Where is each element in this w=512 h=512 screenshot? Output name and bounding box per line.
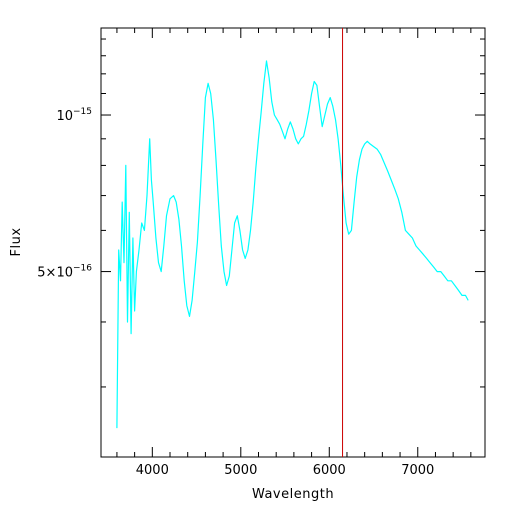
x-tick-label: 5000: [224, 463, 257, 478]
tick-labels: 4000 5000 6000 7000 10−15 5×10−16: [37, 107, 434, 478]
y-axis-title: Flux: [9, 227, 24, 256]
plot-frame: [100, 27, 486, 458]
data-layer: [116, 60, 469, 429]
y-tick-label: 10−15: [56, 107, 92, 124]
axis-ticks: [101, 28, 485, 457]
x-tick-label: 7000: [401, 463, 434, 478]
x-axis-title: Wavelength: [252, 487, 334, 502]
y-tick-label: 5×10−16: [37, 264, 92, 281]
spectrum-line: [116, 60, 469, 429]
x-tick-label: 4000: [136, 463, 169, 478]
x-tick-label: 6000: [313, 463, 346, 478]
